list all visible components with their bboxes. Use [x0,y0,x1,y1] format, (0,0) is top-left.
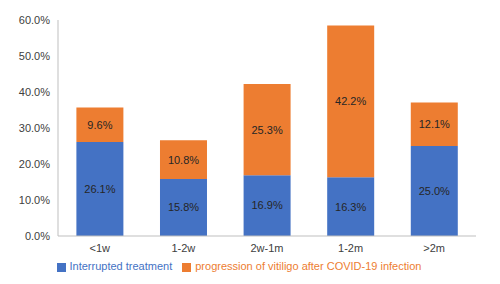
svg-text:50.0%: 50.0% [19,50,50,62]
svg-text:16.9%: 16.9% [251,199,282,211]
svg-text:20.0%: 20.0% [19,158,50,170]
svg-text:60.0%: 60.0% [19,14,50,26]
svg-text:12.1%: 12.1% [419,118,450,130]
svg-text:10.0%: 10.0% [19,194,50,206]
html-text:Interrupted treatment: Interrupted treatment [69,260,173,272]
svg-text:9.6%: 9.6% [87,119,112,131]
svg-text:>2m: >2m [423,242,445,254]
svg-text:30.0%: 30.0% [19,122,50,134]
svg-text:25.3%: 25.3% [251,124,282,136]
svg-text:0.0%: 0.0% [25,230,50,242]
svg-text:1-2m: 1-2m [338,242,363,254]
svg-text:42.2%: 42.2% [335,95,366,107]
svg-text:1-2w: 1-2w [171,242,195,254]
svg-text:10.8%: 10.8% [168,154,199,166]
svg-text:<1w: <1w [90,242,111,254]
svg-text:2w-1m: 2w-1m [250,242,283,254]
svg-text:16.3%: 16.3% [335,201,366,213]
svg-text:25.0%: 25.0% [419,185,450,197]
svg-text:26.1%: 26.1% [84,183,115,195]
svg-text:15.8%: 15.8% [168,201,199,213]
html-text:progression of vitiligo after: progression of vitiligo after COVID-19 i… [195,260,422,272]
svg-text:40.0%: 40.0% [19,86,50,98]
